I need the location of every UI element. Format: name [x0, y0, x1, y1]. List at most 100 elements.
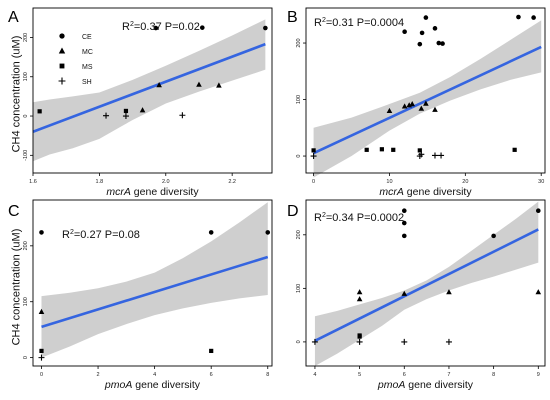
- data-point-ce: [199, 25, 205, 30]
- data-point-mc: [196, 81, 202, 87]
- data-point-ce: [153, 25, 159, 31]
- y-tick-label: 0: [296, 340, 302, 343]
- data-point-mc: [401, 103, 408, 109]
- gene-diversity-text: gene diversity: [132, 379, 200, 391]
- x-tick-label: 5: [358, 372, 361, 378]
- data-point-sh: [418, 151, 425, 158]
- data-point-mc: [432, 106, 438, 112]
- x-tick-label: 2: [97, 372, 100, 378]
- data-point-mc: [409, 101, 416, 107]
- legend-label: MC: [82, 49, 93, 56]
- x-tick-label: 4: [153, 372, 156, 378]
- stats-annotation: R2=0.37 P=0.02: [122, 21, 200, 33]
- stats-annotation: R2=0.31 P=0.0004: [314, 17, 404, 29]
- data-point-sh: [122, 113, 129, 120]
- x-axis-label: pmoA gene diversity: [104, 379, 201, 391]
- data-point-ms: [311, 148, 316, 153]
- data-point-mc: [356, 296, 363, 302]
- data-point-ce: [265, 230, 271, 235]
- legend-marker-ce: [59, 33, 65, 39]
- gene-diversity-text: gene diversity: [131, 186, 199, 198]
- x-tick-label: 2.2: [228, 179, 236, 185]
- x-tick-label: 1.6: [29, 179, 37, 185]
- stats-annotation: R2=0.27 P=0.08: [62, 229, 140, 241]
- x-tick-label: 8: [266, 372, 269, 378]
- data-point-sh: [401, 338, 408, 345]
- data-point-ce: [535, 208, 541, 214]
- data-point-ce: [432, 26, 438, 31]
- y-tick-label: 0: [23, 115, 29, 118]
- data-point-ce: [419, 30, 425, 36]
- data-point-sh: [431, 152, 438, 159]
- regression-line: [32, 42, 266, 133]
- data-point-ms: [379, 147, 384, 152]
- data-point-ms: [123, 108, 129, 114]
- x-tick-label: 2.0: [162, 179, 170, 185]
- regression-line: [41, 255, 269, 329]
- plot-frame: [32, 199, 273, 367]
- y-axis-label-bottom: CH4 concentration (uM): [10, 228, 23, 346]
- y-tick-label: 200: [296, 230, 302, 239]
- gene-name: pmoA: [104, 379, 132, 391]
- data-point-ce: [402, 29, 407, 35]
- panel-b: 0 10 20 30 0 100 200 mcrA gene diversity R2=0.31…: [287, 7, 546, 198]
- panel-letter: C: [8, 203, 20, 220]
- data-point-ce: [491, 233, 496, 239]
- panel-d: 4 5 6 7 8 9 0 100 200 pmoA gene diversity R2=0.34 …: [287, 199, 546, 391]
- y-tick-label: 200: [296, 38, 302, 47]
- data-point-mc: [156, 82, 162, 88]
- gene-diversity-text: gene diversity: [404, 186, 472, 198]
- x-tick-label: 30: [538, 179, 544, 185]
- data-point-ms: [417, 148, 422, 153]
- data-point-ms: [364, 147, 369, 152]
- x-tick-label: 0: [312, 179, 315, 185]
- data-point-sh: [103, 112, 110, 119]
- x-tick-label: 7: [447, 372, 450, 378]
- confidence-band: [33, 19, 266, 162]
- panel-c: 0 2 4 6 8 0 100 200 pmoA gene diversity R2=0.27 P…: [8, 199, 273, 391]
- y-tick-label: 100: [296, 284, 302, 293]
- data-point-ce: [516, 14, 521, 20]
- data-point-mc: [535, 289, 542, 295]
- data-point-mc: [423, 100, 429, 106]
- x-axis-label: mcrA gene diversity: [379, 186, 472, 198]
- x-tick-label: 4: [313, 372, 316, 378]
- y-tick-label: 100: [23, 297, 29, 306]
- data-point-sh: [438, 152, 445, 159]
- data-point-ce: [263, 25, 268, 31]
- regression-line: [314, 228, 539, 342]
- x-tick-label: 6: [210, 372, 213, 378]
- data-point-mc: [401, 290, 408, 296]
- data-point-mc: [38, 308, 45, 314]
- x-axis-label: pmoA gene diversity: [377, 379, 474, 391]
- y-tick-label: 200: [23, 33, 29, 42]
- data-point-ce: [39, 230, 44, 235]
- data-point-mc: [446, 289, 452, 295]
- x-tick-label: 8: [492, 372, 495, 378]
- gene-name: pmoA: [377, 379, 405, 391]
- data-point-ms: [512, 147, 517, 152]
- data-point-ce: [208, 230, 214, 235]
- y-tick-label: -100: [23, 150, 29, 161]
- data-point-ms: [209, 348, 214, 354]
- y-tick-label: 0: [296, 155, 302, 158]
- data-point-ms: [37, 109, 42, 114]
- plot-frame: [32, 7, 273, 174]
- panel-letter: A: [8, 9, 19, 26]
- gene-name: mcrA: [379, 186, 404, 198]
- panel-letter: D: [287, 203, 299, 220]
- data-point-sh: [179, 112, 186, 119]
- data-point-ce: [440, 41, 445, 46]
- data-point-mc: [356, 289, 363, 295]
- regression-line: [313, 45, 542, 155]
- data-point-ce: [401, 233, 407, 239]
- legend: CE MC MS SH: [58, 33, 93, 86]
- data-point-ce: [531, 15, 536, 20]
- gene-diversity-text: gene diversity: [405, 379, 473, 391]
- stats-annotation: R2=0.34 P=0.0002: [314, 212, 404, 224]
- legend-marker-ms: [59, 63, 65, 69]
- panel-a: 1.6 1.8 2.0 2.2 -100 0 100 200 mcrA gene diversi…: [8, 7, 273, 198]
- data-point-ms: [391, 147, 396, 152]
- legend-marker-sh: [58, 77, 66, 85]
